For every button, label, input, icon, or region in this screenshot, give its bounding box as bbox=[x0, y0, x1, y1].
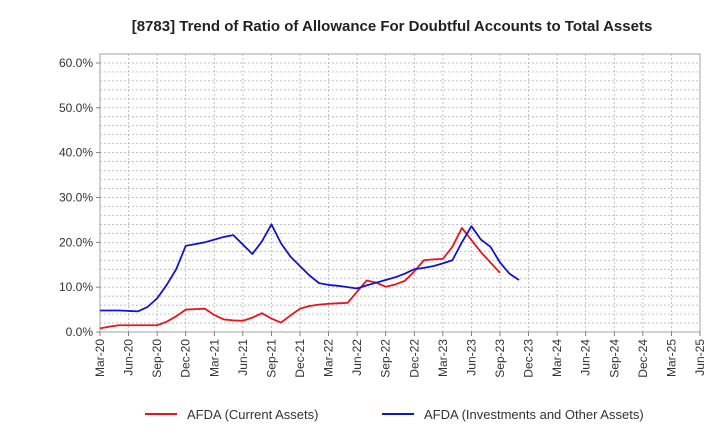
x-tick-label: Sep-20 bbox=[150, 339, 164, 378]
x-tick-label: Mar-24 bbox=[550, 339, 564, 377]
x-tick-label: Mar-20 bbox=[93, 339, 107, 377]
x-tick-label: Jun-21 bbox=[236, 339, 250, 376]
x-tick-label: Mar-22 bbox=[322, 339, 336, 377]
x-tick-label: Mar-21 bbox=[207, 339, 221, 377]
grid-lines bbox=[99, 53, 701, 333]
chart-title: [8783] Trend of Ratio of Allowance For D… bbox=[132, 18, 653, 35]
series-line-1 bbox=[99, 227, 501, 330]
x-tick-label: Jun-25 bbox=[693, 339, 707, 376]
y-tick-label: 40.0% bbox=[59, 146, 93, 160]
y-tick-label: 0.0% bbox=[66, 325, 94, 339]
x-tick-label: Mar-23 bbox=[436, 339, 450, 377]
y-tick-label: 50.0% bbox=[59, 101, 93, 115]
x-tick-label: Jun-24 bbox=[579, 339, 593, 376]
y-tick-label: 60.0% bbox=[59, 56, 93, 70]
x-tick-label: Sep-24 bbox=[607, 339, 621, 378]
x-tick-label: Sep-21 bbox=[264, 339, 278, 378]
x-tick-label: Dec-22 bbox=[407, 339, 421, 378]
x-tick-label: Sep-22 bbox=[379, 339, 393, 378]
x-axis: Mar-20 Jun-20 Sep-20 Dec-20 Mar-21 Jun-21 Sep-… bbox=[93, 332, 707, 378]
y-axis: 0.0% 10.0% 20.0% 30.0% 40.0% 50.0% 60.0% bbox=[59, 56, 100, 339]
series-lines bbox=[99, 223, 520, 330]
legend-label: AFDA (Investments and Other Assets) bbox=[424, 407, 644, 422]
legend: AFDA (Current Assets) AFDA (Investments a… bbox=[145, 407, 644, 422]
x-tick-label: Dec-23 bbox=[522, 339, 536, 378]
plot-area bbox=[99, 53, 701, 333]
legend-label: AFDA (Current Assets) bbox=[187, 407, 318, 422]
x-tick-label: Jun-22 bbox=[350, 339, 364, 376]
x-tick-label: Dec-21 bbox=[293, 339, 307, 378]
x-tick-label: Jun-20 bbox=[122, 339, 136, 376]
y-tick-label: 10.0% bbox=[59, 280, 93, 294]
x-tick-label: Mar-25 bbox=[664, 339, 678, 377]
x-tick-label: Dec-20 bbox=[179, 339, 193, 378]
y-tick-label: 30.0% bbox=[59, 190, 93, 204]
x-tick-label: Sep-23 bbox=[493, 339, 507, 378]
y-tick-label: 20.0% bbox=[59, 235, 93, 249]
series-line-2 bbox=[100, 223, 520, 313]
x-tick-label: Jun-23 bbox=[464, 339, 478, 376]
x-tick-label: Dec-24 bbox=[636, 339, 650, 378]
